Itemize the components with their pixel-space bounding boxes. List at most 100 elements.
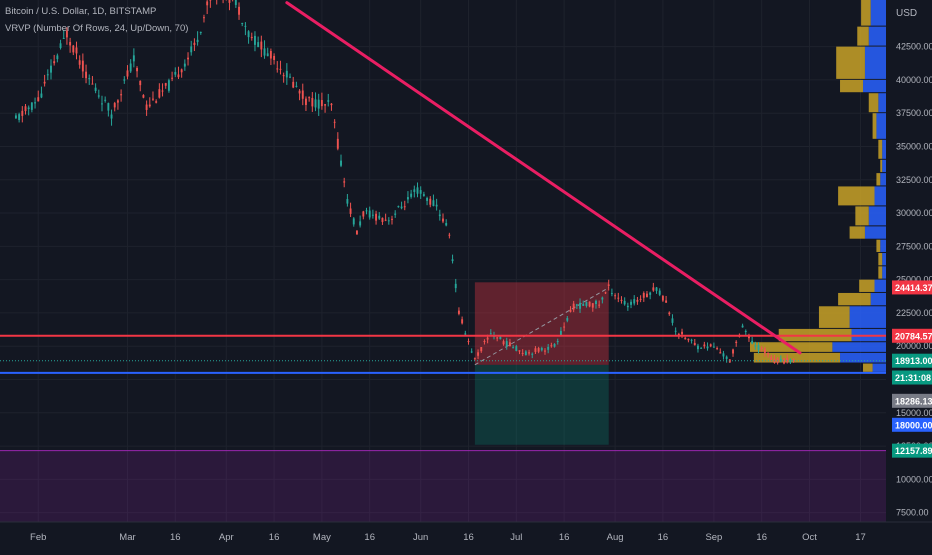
candle-body xyxy=(69,41,72,46)
price-tick-label: 22500.00 xyxy=(896,308,932,318)
candle-body xyxy=(473,358,476,360)
candle-body xyxy=(410,193,413,197)
candle-body xyxy=(276,68,279,70)
price-axis-background xyxy=(886,0,932,550)
candle-body xyxy=(655,287,658,291)
time-tick-label: Jul xyxy=(510,532,522,543)
price-tick-label: 42500.00 xyxy=(896,42,932,52)
candle-body xyxy=(330,103,333,106)
symbol-legend[interactable]: Bitcoin / U.S. Dollar, 1D, BITSTAMP xyxy=(5,6,157,17)
candle-body xyxy=(155,101,158,103)
candle-body xyxy=(183,63,186,67)
candle-body xyxy=(279,68,282,70)
candle-body xyxy=(767,352,770,355)
candle-body xyxy=(716,348,719,350)
candle-body xyxy=(763,348,766,353)
candle-body xyxy=(681,331,683,335)
candle-body xyxy=(324,104,327,106)
price-tick-label: 25000.00 xyxy=(896,275,932,285)
descending-trendline xyxy=(285,1,802,355)
candle-body xyxy=(228,0,231,3)
candle-body xyxy=(397,206,400,208)
candle-body xyxy=(177,74,180,78)
candle-body xyxy=(371,214,374,216)
volume-profile-up-bar xyxy=(874,279,886,292)
volume-profile-up-bar xyxy=(882,253,886,266)
volume-profile-up-bar xyxy=(832,342,886,352)
candle-body xyxy=(725,356,728,359)
time-tick-label: Sep xyxy=(705,532,722,543)
price-tick-label: 35000.00 xyxy=(896,141,932,151)
candle-body xyxy=(754,345,757,347)
candle-body xyxy=(464,333,467,335)
candle-body xyxy=(712,346,715,348)
candle-body xyxy=(658,290,661,295)
price-label-bg xyxy=(892,443,932,458)
volume-profile-down-bar xyxy=(876,239,881,253)
volume-profile-up-bar xyxy=(880,239,886,253)
candle-body xyxy=(563,326,566,328)
candle-body xyxy=(550,345,553,347)
candle-body xyxy=(661,296,664,301)
candle-body xyxy=(301,90,304,99)
candle-body xyxy=(14,115,17,119)
candle-body xyxy=(62,37,65,39)
candle-body xyxy=(311,97,314,107)
candle-body xyxy=(477,352,480,356)
candle-body xyxy=(419,190,422,194)
candle-body xyxy=(110,114,113,119)
candle-body xyxy=(327,100,330,102)
candle-body xyxy=(46,74,49,76)
candle-body xyxy=(556,341,559,343)
volume-profile-down-bar xyxy=(836,46,865,79)
volume-profile-up-bar xyxy=(849,306,886,328)
indicator-legend[interactable]: VRVP (Number Of Rows, 24, Up/Down, 70) xyxy=(5,23,189,34)
time-tick-label: 16 xyxy=(269,532,280,543)
candle-body xyxy=(167,80,170,91)
candle-body xyxy=(604,292,607,294)
price-tick-label: 30000.00 xyxy=(896,208,932,218)
volume-profile-down-bar xyxy=(849,226,865,239)
candle-body xyxy=(88,78,91,80)
candle-body xyxy=(355,230,358,235)
candle-body xyxy=(630,301,632,305)
candle-body xyxy=(413,189,416,192)
candle-body xyxy=(528,352,531,354)
time-tick-label: Jun xyxy=(413,532,428,543)
candle-body xyxy=(639,298,642,300)
volume-profile-up-bar xyxy=(870,0,886,26)
position-stop-zone xyxy=(474,282,609,365)
candle-body xyxy=(368,210,371,218)
candle-body xyxy=(598,304,601,306)
candle-body xyxy=(544,350,546,352)
candle-body xyxy=(180,69,183,73)
candle-body xyxy=(387,220,390,222)
time-tick-label: Mar xyxy=(119,532,135,543)
candle-body xyxy=(30,102,33,110)
candle-body xyxy=(260,41,263,50)
candle-body xyxy=(553,343,556,347)
candle-body xyxy=(56,55,59,60)
volume-profile-up-bar xyxy=(876,113,886,139)
volume-profile-down-bar xyxy=(878,253,883,266)
candle-body xyxy=(480,347,483,352)
candle-body xyxy=(171,77,174,79)
volume-profile-up-bar xyxy=(882,139,886,159)
candle-body xyxy=(394,213,397,215)
candle-body xyxy=(308,97,311,99)
volume-profile-up-bar xyxy=(868,206,886,226)
candle-body xyxy=(336,138,339,149)
candle-body xyxy=(601,297,604,300)
candle-body xyxy=(792,359,795,361)
candle-body xyxy=(467,341,470,343)
candle-body xyxy=(454,283,457,289)
candle-body xyxy=(234,0,237,5)
candle-body xyxy=(700,347,703,349)
candle-body xyxy=(496,337,499,339)
candle-body xyxy=(518,350,521,352)
candle-body xyxy=(187,57,189,60)
candle-body xyxy=(426,197,429,201)
candle-body xyxy=(486,337,489,340)
